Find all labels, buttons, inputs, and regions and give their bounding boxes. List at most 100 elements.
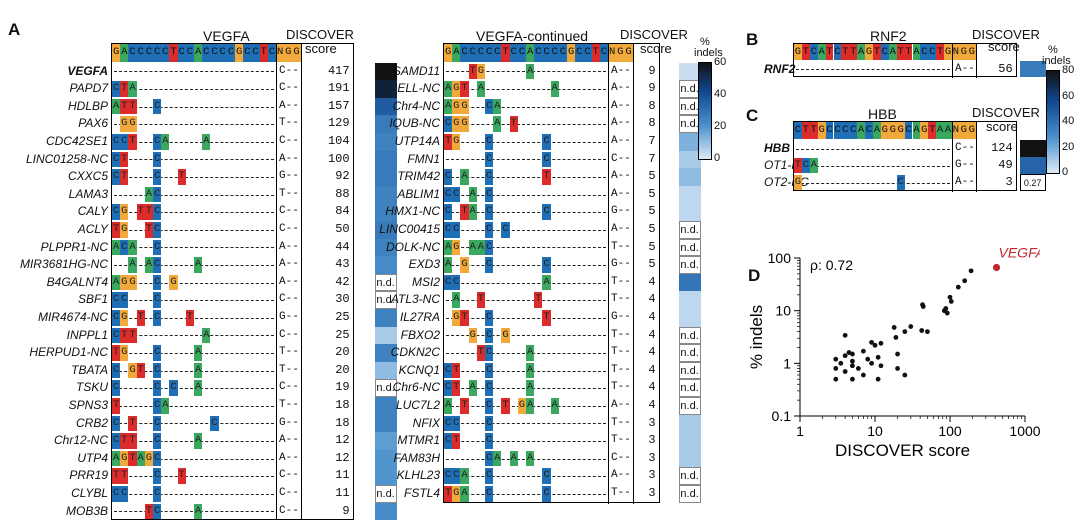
mismatch-base: A — [476, 81, 485, 97]
ref-base: T — [809, 122, 818, 139]
mismatch-base: C — [485, 415, 494, 432]
dashes — [446, 300, 606, 302]
gene-name: ATL3-NC — [390, 292, 440, 307]
mismatch-base: T — [128, 415, 137, 432]
indel-heat-cell — [678, 150, 701, 169]
panel-a-cont-discover: DISCOVER — [620, 27, 688, 42]
gene-name: CDKN2C — [390, 345, 440, 360]
pam-site: T-- — [611, 381, 631, 394]
mismatch-base: A — [136, 450, 145, 467]
dashes — [446, 176, 606, 178]
indel-na: n.d. — [678, 256, 701, 274]
indel-heat-cell: 0.27 — [1019, 174, 1046, 191]
dashes — [114, 212, 274, 214]
mismatch-base: T — [542, 169, 551, 185]
gene-name: EXD3 — [408, 257, 440, 272]
discover-score: 9 — [648, 63, 656, 78]
data-point — [943, 306, 949, 311]
dashes — [446, 440, 606, 442]
discover-score: 92 — [335, 169, 350, 184]
data-point — [850, 376, 855, 382]
dashes — [446, 141, 606, 143]
pam-divider — [276, 44, 277, 520]
indel-heat-cell — [374, 361, 397, 380]
pam-site: T-- — [611, 434, 631, 447]
colorbar-tick: 40 — [1062, 115, 1075, 127]
ref-base: C — [218, 44, 227, 62]
dashes — [446, 194, 606, 196]
gene-name: PLPPR1-NC — [40, 239, 108, 254]
ref-base: G — [896, 122, 905, 139]
mismatch-base: A — [128, 239, 137, 256]
mismatch-base: G — [460, 257, 469, 273]
mismatch-base: T — [112, 468, 121, 484]
mismatch-base: G — [452, 98, 461, 115]
mismatch-base: T — [136, 204, 145, 220]
mismatch-base: C — [444, 433, 453, 449]
mismatch-base: T — [509, 116, 518, 132]
mismatch-base: A — [468, 186, 477, 203]
indel-na: n.d. — [374, 485, 397, 503]
ref-base: T — [841, 44, 850, 60]
indel-heat-cell — [374, 221, 397, 239]
mismatch-base: C — [112, 380, 121, 396]
ref-base: G — [865, 44, 873, 60]
mismatch-base: A — [468, 204, 477, 220]
y-tick-label: 0.1 — [772, 408, 792, 424]
vegfa-label: VEGFA — [999, 245, 1040, 261]
discover-score: 11 — [335, 468, 350, 483]
ref-base: A — [194, 44, 203, 62]
ref-base: C — [144, 44, 153, 62]
colorbar-gradient — [1046, 70, 1060, 174]
discover-score: 100 — [327, 151, 350, 166]
pam-site: G-- — [611, 258, 631, 271]
ref-base: C — [177, 44, 186, 62]
data-point — [875, 354, 881, 360]
table-frame — [793, 121, 1017, 191]
ref-base: C — [550, 44, 559, 62]
panel-d-label: D — [748, 266, 761, 285]
mismatch-base: C — [120, 292, 129, 308]
mismatch-base: A — [144, 257, 153, 273]
gene-name: PAPD7 — [69, 81, 108, 96]
dashes — [114, 423, 274, 425]
ref-base: C — [476, 44, 485, 62]
x-tick-label: 100 — [938, 423, 962, 439]
mismatch-base: A — [809, 158, 818, 173]
discover-score: 3 — [1005, 175, 1013, 189]
correlation-annotation: ρ: 0.72 — [810, 257, 853, 273]
panel-c-label: C — [746, 106, 759, 125]
ref-base: C — [904, 122, 913, 139]
dashes — [114, 282, 274, 284]
mismatch-base: C — [153, 486, 162, 502]
mismatch-base: C — [153, 151, 162, 168]
mismatch-base: C — [444, 222, 453, 238]
mismatch-base: C — [452, 186, 461, 203]
discover-score: 20 — [335, 362, 350, 377]
data-point — [869, 360, 874, 366]
y-axis-label: % indels — [747, 305, 766, 369]
data-point — [919, 328, 925, 333]
mismatch-base: G — [452, 116, 461, 132]
mismatch-base: C — [485, 169, 494, 185]
indel-na: n.d. — [678, 397, 701, 415]
score-divider — [632, 44, 634, 504]
ref-base: C — [928, 44, 937, 60]
mismatch-base: T — [460, 398, 469, 414]
indel-na: n.d. — [678, 238, 701, 257]
mismatch-base: C — [112, 433, 121, 449]
discover-score: 50 — [335, 222, 350, 236]
mismatch-base: C — [210, 415, 219, 432]
ref-base: T — [928, 122, 937, 139]
dashes — [446, 247, 606, 249]
mismatch-base: G — [517, 398, 526, 414]
pam-site: T-- — [611, 363, 631, 376]
